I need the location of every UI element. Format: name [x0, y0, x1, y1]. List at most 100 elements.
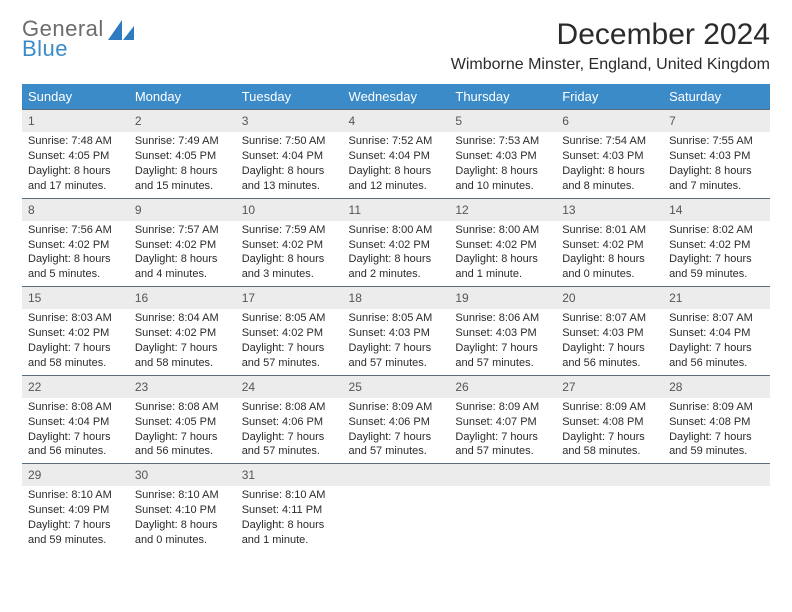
day-sunset: Sunset: 4:09 PM [28, 503, 123, 518]
day-sunrise: Sunrise: 8:00 AM [455, 223, 550, 238]
day-sunrise: Sunrise: 8:10 AM [135, 488, 230, 503]
day-number: 7 [663, 109, 770, 132]
day-dl1: Daylight: 8 hours [455, 164, 550, 179]
day-sunrise: Sunrise: 8:04 AM [135, 311, 230, 326]
day-dl2: and 3 minutes. [242, 267, 337, 282]
title-block: December 2024 Wimborne Minster, England,… [451, 18, 770, 74]
day-number: 9 [129, 198, 236, 221]
day-dl1: Daylight: 8 hours [135, 252, 230, 267]
day-details [343, 486, 450, 492]
day-details: Sunrise: 8:10 AMSunset: 4:09 PMDaylight:… [22, 486, 129, 551]
day-dl2: and 0 minutes. [135, 533, 230, 548]
day-details: Sunrise: 7:50 AMSunset: 4:04 PMDaylight:… [236, 132, 343, 197]
day-dl2: and 17 minutes. [28, 179, 123, 194]
day-dl1: Daylight: 7 hours [28, 341, 123, 356]
day-dl1: Daylight: 8 hours [242, 252, 337, 267]
day-dl2: and 7 minutes. [669, 179, 764, 194]
day-sunset: Sunset: 4:03 PM [455, 326, 550, 341]
day-sunset: Sunset: 4:05 PM [135, 415, 230, 430]
day-details: Sunrise: 8:09 AMSunset: 4:08 PMDaylight:… [556, 398, 663, 463]
day-sunset: Sunset: 4:02 PM [562, 238, 657, 253]
day-sunset: Sunset: 4:02 PM [455, 238, 550, 253]
day-dl1: Daylight: 8 hours [242, 518, 337, 533]
calendar-day-cell: 8Sunrise: 7:56 AMSunset: 4:02 PMDaylight… [22, 198, 129, 287]
day-sunset: Sunset: 4:03 PM [562, 149, 657, 164]
calendar-day-cell: 19Sunrise: 8:06 AMSunset: 4:03 PMDayligh… [449, 286, 556, 375]
day-dl2: and 57 minutes. [455, 356, 550, 371]
day-dl2: and 1 minute. [455, 267, 550, 282]
day-number: 2 [129, 109, 236, 132]
day-sunrise: Sunrise: 8:09 AM [669, 400, 764, 415]
day-number [556, 463, 663, 486]
day-details: Sunrise: 8:05 AMSunset: 4:02 PMDaylight:… [236, 309, 343, 374]
day-dl1: Daylight: 7 hours [562, 430, 657, 445]
day-number: 30 [129, 463, 236, 486]
day-sunrise: Sunrise: 8:03 AM [28, 311, 123, 326]
calendar-week: 22Sunrise: 8:08 AMSunset: 4:04 PMDayligh… [22, 375, 770, 464]
day-sunrise: Sunrise: 8:10 AM [242, 488, 337, 503]
weekday-header: Friday [556, 84, 663, 109]
day-dl1: Daylight: 7 hours [669, 252, 764, 267]
calendar-day-cell: 14Sunrise: 8:02 AMSunset: 4:02 PMDayligh… [663, 198, 770, 287]
day-dl2: and 56 minutes. [135, 444, 230, 459]
day-number: 24 [236, 375, 343, 398]
day-dl1: Daylight: 7 hours [242, 341, 337, 356]
day-sunrise: Sunrise: 8:07 AM [562, 311, 657, 326]
day-number [449, 463, 556, 486]
day-dl2: and 4 minutes. [135, 267, 230, 282]
day-sunset: Sunset: 4:06 PM [242, 415, 337, 430]
weekday-header: Saturday [663, 84, 770, 109]
day-number: 4 [343, 109, 450, 132]
day-sunrise: Sunrise: 8:08 AM [135, 400, 230, 415]
calendar-day-cell: 21Sunrise: 8:07 AMSunset: 4:04 PMDayligh… [663, 286, 770, 375]
calendar-day-cell: 3Sunrise: 7:50 AMSunset: 4:04 PMDaylight… [236, 109, 343, 198]
day-sunrise: Sunrise: 7:52 AM [349, 134, 444, 149]
day-number: 6 [556, 109, 663, 132]
day-dl1: Daylight: 8 hours [349, 164, 444, 179]
day-details: Sunrise: 7:52 AMSunset: 4:04 PMDaylight:… [343, 132, 450, 197]
calendar-day-cell: 17Sunrise: 8:05 AMSunset: 4:02 PMDayligh… [236, 286, 343, 375]
day-sunset: Sunset: 4:05 PM [135, 149, 230, 164]
day-sunset: Sunset: 4:02 PM [349, 238, 444, 253]
page-header: General Blue December 2024 Wimborne Mins… [22, 18, 770, 74]
day-sunset: Sunset: 4:04 PM [669, 326, 764, 341]
day-dl2: and 58 minutes. [135, 356, 230, 371]
logo-sail-icon [108, 20, 136, 47]
day-dl2: and 57 minutes. [349, 444, 444, 459]
calendar-day-cell: 23Sunrise: 8:08 AMSunset: 4:05 PMDayligh… [129, 375, 236, 464]
calendar-body: 1Sunrise: 7:48 AMSunset: 4:05 PMDaylight… [22, 109, 770, 552]
day-dl2: and 56 minutes. [562, 356, 657, 371]
day-dl2: and 57 minutes. [242, 356, 337, 371]
day-dl2: and 5 minutes. [28, 267, 123, 282]
day-number: 29 [22, 463, 129, 486]
day-details: Sunrise: 8:06 AMSunset: 4:03 PMDaylight:… [449, 309, 556, 374]
calendar-day-cell [449, 463, 556, 552]
day-dl1: Daylight: 8 hours [28, 252, 123, 267]
day-details: Sunrise: 7:57 AMSunset: 4:02 PMDaylight:… [129, 221, 236, 286]
calendar-day-cell: 16Sunrise: 8:04 AMSunset: 4:02 PMDayligh… [129, 286, 236, 375]
day-details: Sunrise: 8:07 AMSunset: 4:04 PMDaylight:… [663, 309, 770, 374]
day-dl1: Daylight: 7 hours [135, 341, 230, 356]
day-dl2: and 59 minutes. [669, 267, 764, 282]
day-sunset: Sunset: 4:08 PM [669, 415, 764, 430]
day-dl1: Daylight: 8 hours [135, 164, 230, 179]
calendar-week: 1Sunrise: 7:48 AMSunset: 4:05 PMDaylight… [22, 109, 770, 198]
day-dl2: and 57 minutes. [349, 356, 444, 371]
day-details [449, 486, 556, 492]
day-details: Sunrise: 7:48 AMSunset: 4:05 PMDaylight:… [22, 132, 129, 197]
day-sunrise: Sunrise: 8:06 AM [455, 311, 550, 326]
day-sunset: Sunset: 4:03 PM [455, 149, 550, 164]
day-sunset: Sunset: 4:03 PM [562, 326, 657, 341]
day-number: 16 [129, 286, 236, 309]
day-sunset: Sunset: 4:08 PM [562, 415, 657, 430]
day-sunrise: Sunrise: 8:01 AM [562, 223, 657, 238]
day-details: Sunrise: 7:56 AMSunset: 4:02 PMDaylight:… [22, 221, 129, 286]
calendar-week: 15Sunrise: 8:03 AMSunset: 4:02 PMDayligh… [22, 286, 770, 375]
calendar-day-cell: 31Sunrise: 8:10 AMSunset: 4:11 PMDayligh… [236, 463, 343, 552]
day-details: Sunrise: 7:54 AMSunset: 4:03 PMDaylight:… [556, 132, 663, 197]
day-details: Sunrise: 8:07 AMSunset: 4:03 PMDaylight:… [556, 309, 663, 374]
weekday-header: Tuesday [236, 84, 343, 109]
day-sunrise: Sunrise: 8:07 AM [669, 311, 764, 326]
day-sunrise: Sunrise: 7:55 AM [669, 134, 764, 149]
day-dl1: Daylight: 7 hours [135, 430, 230, 445]
